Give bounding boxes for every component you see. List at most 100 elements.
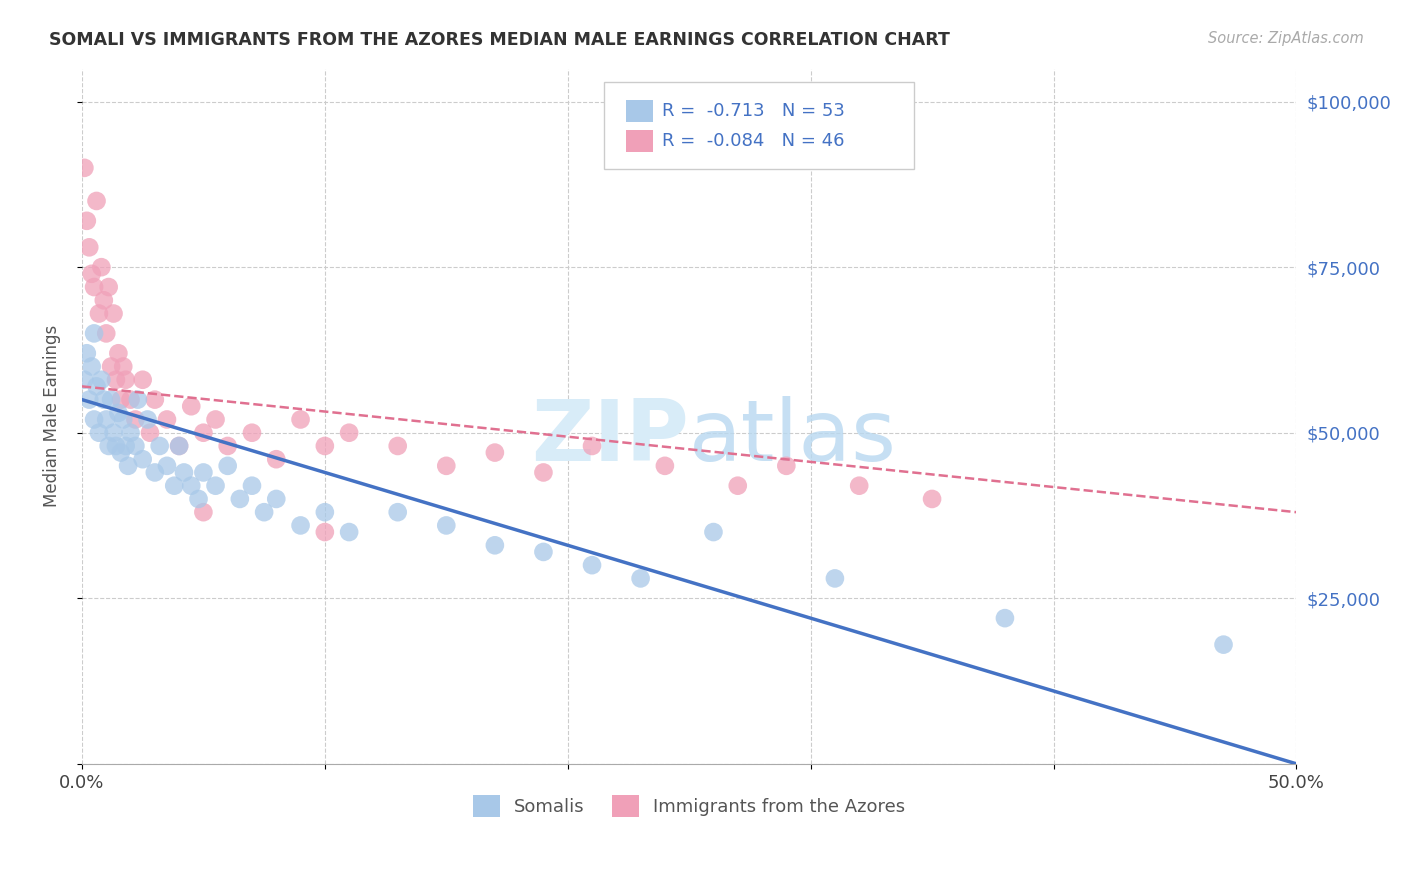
Point (112, 359, 135, 374)
Point (114, 373, 136, 387)
Point (77, 240, 100, 254)
Point (387, 505, 409, 519)
Point (76, 346, 98, 360)
Point (110, 445, 132, 459)
Point (581, 439, 603, 453)
Point (83, 280, 105, 294)
Point (994, 611, 1017, 625)
Point (136, 412, 159, 426)
Point (90, 373, 112, 387)
Point (264, 452, 287, 467)
Point (149, 439, 172, 453)
Point (97, 439, 120, 453)
Point (484, 538, 506, 552)
Point (775, 458, 797, 473)
Point (824, 571, 846, 585)
Point (533, 466, 555, 480)
Point (76, 214, 98, 228)
Point (87, 306, 110, 320)
Point (143, 466, 166, 480)
Point (104, 373, 127, 387)
Point (117, 458, 139, 473)
Point (702, 524, 724, 539)
Point (337, 425, 360, 440)
Point (290, 518, 312, 533)
Point (727, 479, 749, 493)
Point (103, 306, 125, 320)
Point (264, 491, 287, 506)
Text: atlas: atlas (689, 395, 897, 478)
Point (110, 392, 132, 407)
FancyBboxPatch shape (626, 129, 652, 152)
Point (86, 194, 108, 208)
Point (77, 392, 100, 407)
Text: R =  -0.713   N = 53: R = -0.713 N = 53 (662, 102, 845, 120)
Point (131, 452, 153, 467)
Point (180, 479, 202, 493)
Point (96, 326, 118, 341)
Legend: Somalis, Immigrants from the Azores: Somalis, Immigrants from the Azores (465, 788, 912, 824)
Point (253, 505, 276, 519)
Point (124, 439, 146, 453)
Point (217, 458, 239, 473)
Y-axis label: Median Male Earnings: Median Male Earnings (44, 325, 60, 508)
Point (290, 412, 312, 426)
Point (87, 425, 110, 440)
Point (229, 491, 252, 506)
Point (93, 293, 115, 308)
Point (193, 425, 215, 440)
Point (73, 161, 96, 175)
Point (120, 425, 142, 440)
FancyBboxPatch shape (626, 100, 652, 122)
Point (90, 260, 112, 275)
Point (654, 458, 676, 473)
Point (167, 439, 190, 453)
Point (187, 491, 209, 506)
Point (86, 379, 108, 393)
Text: R =  -0.084   N = 46: R = -0.084 N = 46 (662, 132, 845, 150)
Point (387, 439, 409, 453)
Point (107, 346, 129, 360)
Point (193, 505, 215, 519)
Point (314, 505, 336, 519)
Point (163, 479, 186, 493)
Point (240, 425, 263, 440)
Point (314, 439, 336, 453)
Text: ZIP: ZIP (531, 395, 689, 478)
Point (112, 412, 135, 426)
Point (434, 458, 457, 473)
Point (1212, 638, 1234, 652)
Point (131, 373, 153, 387)
Point (80, 267, 103, 281)
Point (630, 571, 652, 585)
Point (314, 524, 336, 539)
Point (204, 412, 226, 426)
Text: Source: ZipAtlas.com: Source: ZipAtlas.com (1208, 31, 1364, 46)
Point (93, 392, 115, 407)
Point (337, 524, 360, 539)
Point (533, 545, 555, 559)
Point (107, 406, 129, 420)
Point (434, 518, 457, 533)
Point (204, 479, 226, 493)
Point (127, 392, 149, 407)
Point (180, 399, 202, 413)
Point (83, 412, 105, 426)
Point (156, 412, 179, 426)
Point (139, 425, 162, 440)
Point (484, 445, 506, 459)
Point (167, 439, 190, 453)
Point (103, 425, 125, 440)
Point (143, 392, 166, 407)
Point (96, 412, 118, 426)
Point (240, 479, 263, 493)
Point (156, 458, 179, 473)
Point (80, 359, 103, 374)
Point (921, 491, 943, 506)
Point (120, 392, 142, 407)
Point (114, 439, 136, 453)
FancyBboxPatch shape (605, 82, 914, 169)
Point (104, 439, 127, 453)
Point (217, 439, 239, 453)
Point (173, 466, 195, 480)
